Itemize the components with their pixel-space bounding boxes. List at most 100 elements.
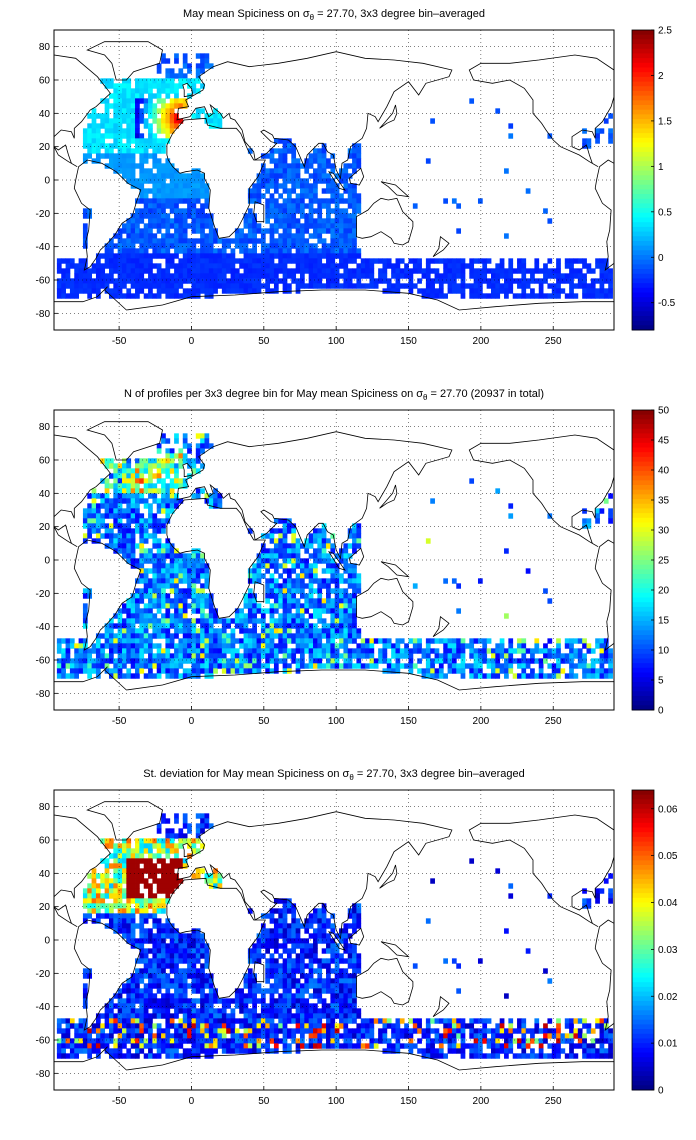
bin-cell: [304, 178, 310, 184]
panel-mean-spiciness: May mean Spiciness on σθ = 27.70, 3x3 de…: [0, 0, 696, 380]
bin-cell: [182, 973, 188, 979]
bin-cell: [135, 588, 140, 594]
bin-cell: [156, 203, 162, 209]
bin-cell: [117, 908, 123, 914]
bin-cell: [304, 558, 310, 564]
bin-cell: [161, 908, 166, 914]
bin-cell: [161, 938, 166, 944]
bin-cell: [117, 868, 123, 874]
bin-cell: [226, 633, 231, 639]
bin-cell: [82, 903, 88, 909]
bin-cell: [378, 648, 383, 654]
bin-cell: [247, 283, 253, 289]
bin-cell: [486, 658, 492, 664]
bin-cell: [356, 268, 362, 274]
bin-cell: [126, 673, 132, 679]
bin-cell: [113, 648, 119, 654]
bin-cell: [347, 598, 353, 604]
bin-cell: [317, 208, 323, 214]
bin-cell: [543, 293, 548, 299]
bin-cell: [122, 163, 127, 169]
bin-cell: [148, 103, 153, 109]
bin-cell: [169, 958, 175, 964]
bin-cell: [135, 943, 140, 949]
bin-cell: [200, 173, 205, 179]
bin-cell: [247, 193, 253, 199]
bin-cell: [169, 218, 175, 224]
bin-cell: [556, 663, 561, 669]
bin-cell: [321, 553, 327, 559]
bin-cell: [169, 978, 175, 984]
bin-cell: [174, 938, 179, 944]
bin-cell: [430, 648, 435, 654]
bin-cell: [165, 473, 171, 479]
bin-cell: [569, 278, 574, 284]
bin-cell: [317, 578, 323, 584]
bin-cell: [313, 643, 318, 649]
bin-cell: [174, 578, 179, 584]
bin-cell: [191, 198, 197, 204]
bin-cell: [148, 948, 153, 954]
colorbar-step: [632, 667, 654, 673]
bin-cell: [182, 243, 188, 249]
coastline-samerica: [73, 539, 142, 651]
bin-cell: [152, 293, 158, 299]
bin-cell: [108, 923, 114, 929]
bin-cell: [443, 673, 448, 679]
bin-cell: [135, 148, 140, 154]
bin-cell: [308, 233, 314, 239]
bin-cell: [82, 973, 88, 979]
bin-cell: [182, 948, 188, 954]
bin-cell: [100, 503, 106, 509]
bin-cell: [161, 78, 166, 84]
bin-cell: [421, 268, 427, 274]
bin-cell: [352, 163, 357, 169]
bin-cell: [169, 173, 175, 179]
bin-cell: [286, 618, 292, 624]
bin-cell: [599, 653, 605, 659]
bin-cell: [564, 263, 570, 269]
bin-cell: [200, 568, 205, 574]
colorbar-step: [632, 156, 654, 162]
bin-cell: [182, 223, 188, 229]
bin-cell: [126, 1028, 132, 1034]
bin-cell: [195, 53, 201, 59]
bin-cell: [78, 643, 84, 649]
bin-cell: [573, 283, 579, 289]
bin-cell: [295, 613, 301, 619]
bin-cell: [286, 173, 292, 179]
bin-cell: [191, 573, 197, 579]
bin-cell: [313, 628, 318, 634]
bin-cell: [122, 853, 127, 859]
bin-cell: [538, 293, 544, 299]
bin-cell: [356, 278, 362, 284]
bin-cell: [113, 103, 119, 109]
bin-cell: [161, 843, 166, 849]
bin-cell: [421, 668, 427, 674]
bin-cell: [456, 643, 462, 649]
bin-cell: [334, 223, 340, 229]
bin-cell: [256, 258, 262, 264]
bin-cell: [286, 663, 292, 669]
colorbar-frame: [631, 29, 655, 331]
colorbar-step: [632, 44, 654, 50]
bin-cell: [148, 173, 153, 179]
bin-cell: [286, 528, 292, 534]
bin-cell: [343, 658, 349, 664]
bin-cell: [165, 1048, 171, 1054]
bin-cell: [200, 203, 205, 209]
bin-cell: [395, 648, 401, 654]
bin-cell: [286, 653, 292, 659]
bin-cell: [117, 923, 123, 929]
bin-cell: [148, 668, 153, 674]
bin-cell: [282, 228, 288, 234]
bin-cell: [278, 588, 284, 594]
bin-cell: [412, 643, 418, 649]
bin-cell: [226, 283, 231, 289]
bin-cell: [282, 273, 288, 279]
bin-cell: [174, 248, 179, 254]
bin-cell: [291, 553, 297, 559]
bin-cell: [178, 843, 184, 849]
bin-cell: [56, 263, 62, 269]
bin-cell: [126, 268, 132, 274]
